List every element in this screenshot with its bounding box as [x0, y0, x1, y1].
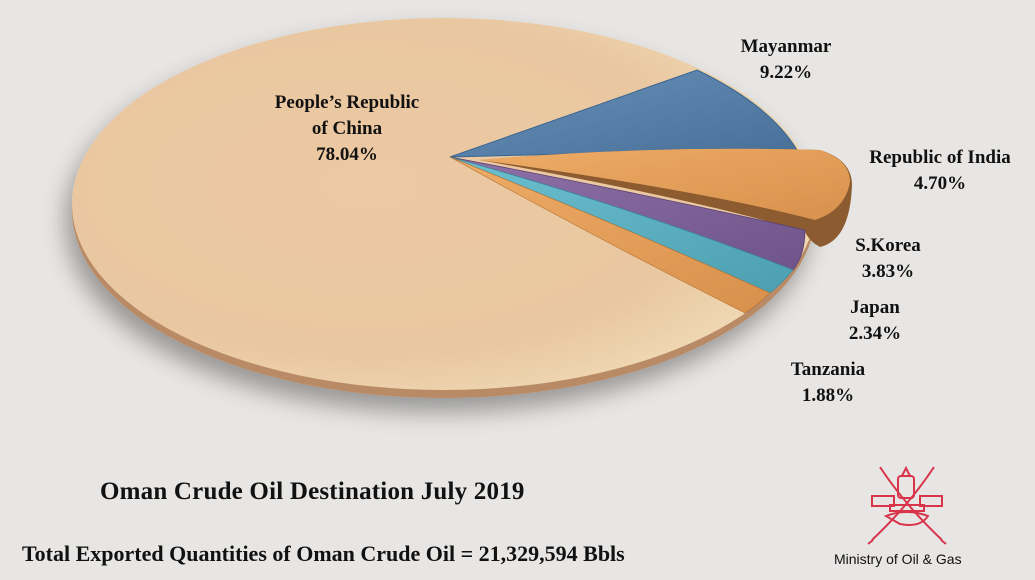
label-korea-name: S.Korea [855, 235, 921, 256]
slice-india [480, 148, 852, 247]
label-india-value: 4.70% [913, 173, 967, 194]
chart-title: Oman Crude Oil Destination July 2019 [100, 478, 525, 505]
label-china-line2: of China [311, 118, 383, 139]
label-india: Republic of India 4.70% [848, 145, 1032, 197]
label-myanmar-name: Mayanmar [740, 36, 832, 57]
label-japan-value: 2.34% [848, 323, 902, 344]
oman-emblem-icon [867, 465, 947, 545]
label-china-value: 78.04% [316, 144, 378, 165]
label-tanzania-name: Tanzania [790, 359, 866, 380]
label-korea: S.Korea 3.83% [838, 233, 938, 285]
label-myanmar: Mayanmar 9.22% [716, 34, 856, 86]
label-china-line1: People’s Republic [274, 92, 420, 113]
chart-subtitle: Total Exported Quantities of Oman Crude … [22, 541, 625, 566]
label-tanzania: Tanzania 1.88% [768, 357, 888, 409]
label-india-name: Republic of India [869, 147, 1011, 168]
label-myanmar-value: 9.22% [759, 62, 813, 83]
label-tanzania-value: 1.88% [801, 385, 855, 406]
label-korea-value: 3.83% [861, 261, 915, 282]
slice-tanzania [449, 156, 771, 314]
label-china: People’s Republic of China 78.04% [247, 90, 447, 168]
label-japan-name: Japan [850, 297, 900, 318]
label-japan: Japan 2.34% [825, 295, 925, 347]
ministry-name: Ministry of Oil & Gas [834, 551, 962, 567]
